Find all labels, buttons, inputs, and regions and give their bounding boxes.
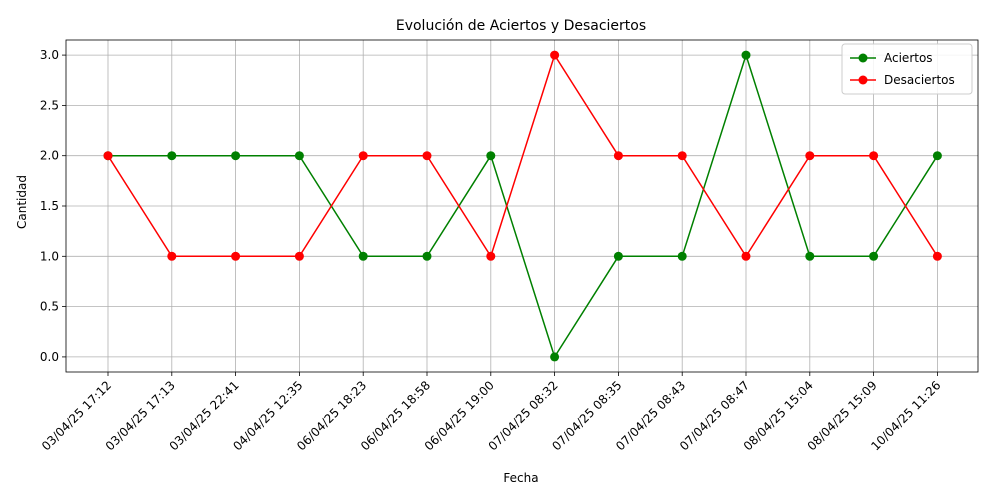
y-tick-label: 0.5 xyxy=(40,300,59,314)
data-point-desaciertos xyxy=(677,151,687,161)
y-tick-label: 2.0 xyxy=(40,149,59,163)
legend-box xyxy=(841,43,973,95)
data-point-aciertos xyxy=(741,50,751,60)
data-point-aciertos xyxy=(167,151,177,161)
data-point-aciertos xyxy=(294,151,304,161)
data-point-aciertos xyxy=(358,251,368,261)
data-point-aciertos xyxy=(550,352,560,362)
y-tick-label: 3.0 xyxy=(40,48,59,62)
data-point-aciertos xyxy=(677,251,687,261)
data-point-aciertos xyxy=(869,251,879,261)
y-axis-label: Cantidad xyxy=(15,175,29,229)
series-line-aciertos xyxy=(108,52,939,359)
data-point-desaciertos xyxy=(294,251,304,261)
legend-marker-desaciertos xyxy=(858,75,868,85)
data-point-aciertos xyxy=(932,151,942,161)
data-point-aciertos xyxy=(422,251,432,261)
data-point-desaciertos xyxy=(103,151,113,161)
legend-marker-aciertos xyxy=(858,53,868,63)
data-point-aciertos xyxy=(613,251,623,261)
data-point-desaciertos xyxy=(550,50,560,60)
data-point-aciertos xyxy=(805,251,815,261)
y-tick-label: 1.0 xyxy=(40,249,59,263)
data-point-desaciertos xyxy=(869,151,879,161)
x-tick-label: 10/04/25 11:26 xyxy=(868,378,943,453)
data-point-desaciertos xyxy=(932,251,942,261)
legend-label-desaciertos: Desaciertos xyxy=(884,73,955,87)
data-point-desaciertos xyxy=(167,251,177,261)
data-point-desaciertos xyxy=(805,151,815,161)
data-point-desaciertos xyxy=(422,151,432,161)
data-point-desaciertos xyxy=(358,151,368,161)
data-point-desaciertos xyxy=(613,151,623,161)
x-axis-label: Fecha xyxy=(503,471,538,485)
data-point-desaciertos xyxy=(231,251,241,261)
y-tick-label: 0.0 xyxy=(40,350,59,364)
legend-label-aciertos: Aciertos xyxy=(884,51,933,65)
data-point-desaciertos xyxy=(741,251,751,261)
y-tick-label: 2.5 xyxy=(40,98,59,112)
plot-frame xyxy=(65,39,979,373)
y-tick-label: 1.5 xyxy=(40,199,59,213)
legend: Aciertos Desaciertos xyxy=(841,43,973,95)
data-point-desaciertos xyxy=(486,251,496,261)
series-line-desaciertos xyxy=(107,53,939,259)
chart-title: Evolución de Aciertos y Desaciertos xyxy=(396,18,646,34)
data-point-aciertos xyxy=(231,151,241,161)
series-lines xyxy=(103,50,942,362)
data-point-aciertos xyxy=(486,151,496,161)
grid xyxy=(66,40,978,372)
